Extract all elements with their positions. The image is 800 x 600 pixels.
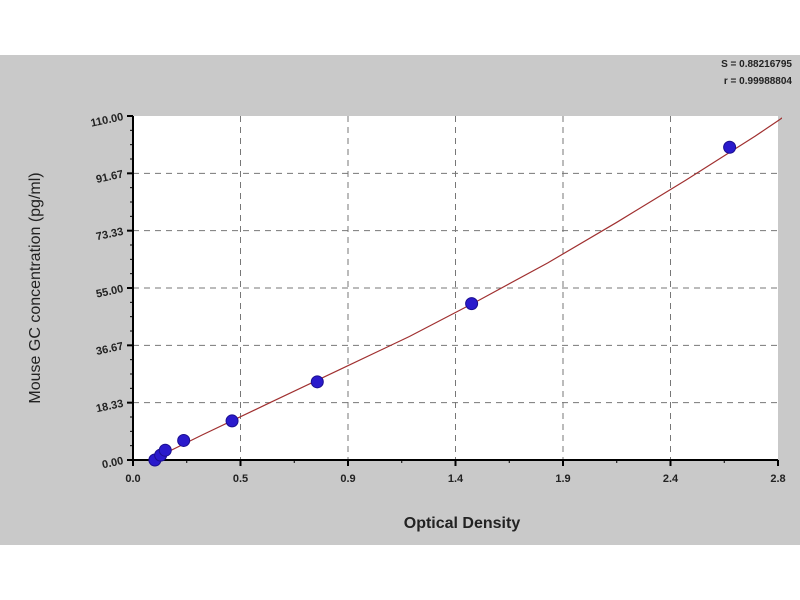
data-point — [158, 443, 172, 457]
x-tick-label: 0.5 — [233, 473, 248, 485]
data-point — [177, 433, 191, 447]
stat-r: r = 0.99988804 — [723, 76, 792, 87]
data-point — [723, 140, 737, 154]
y-tick-label: 91.67 — [95, 168, 124, 185]
x-tick-label: 1.9 — [555, 473, 570, 485]
x-tick-label: 2.4 — [663, 473, 679, 485]
y-tick-label: 73.33 — [95, 226, 124, 243]
fit-curve — [151, 117, 782, 460]
data-point — [310, 375, 324, 389]
y-tick-label: 55.00 — [95, 283, 124, 300]
x-axis-label: Optical Density — [404, 515, 521, 532]
x-tick-label: 0.0 — [125, 473, 140, 485]
x-tick-label: 0.9 — [340, 473, 355, 485]
data-point — [225, 414, 239, 428]
y-axis-label: Mouse GC concentration (pg/ml) — [27, 172, 44, 403]
stat-s: S = 0.88216795 — [721, 59, 792, 70]
data-point — [465, 297, 479, 311]
y-tick-label: 0.00 — [101, 455, 124, 471]
y-tick-label: 18.33 — [95, 398, 124, 415]
x-tick-label: 1.4 — [448, 473, 464, 485]
x-tick-label: 2.8 — [770, 473, 785, 485]
y-tick-label: 110.00 — [90, 111, 125, 130]
y-tick-label: 36.67 — [95, 340, 124, 357]
